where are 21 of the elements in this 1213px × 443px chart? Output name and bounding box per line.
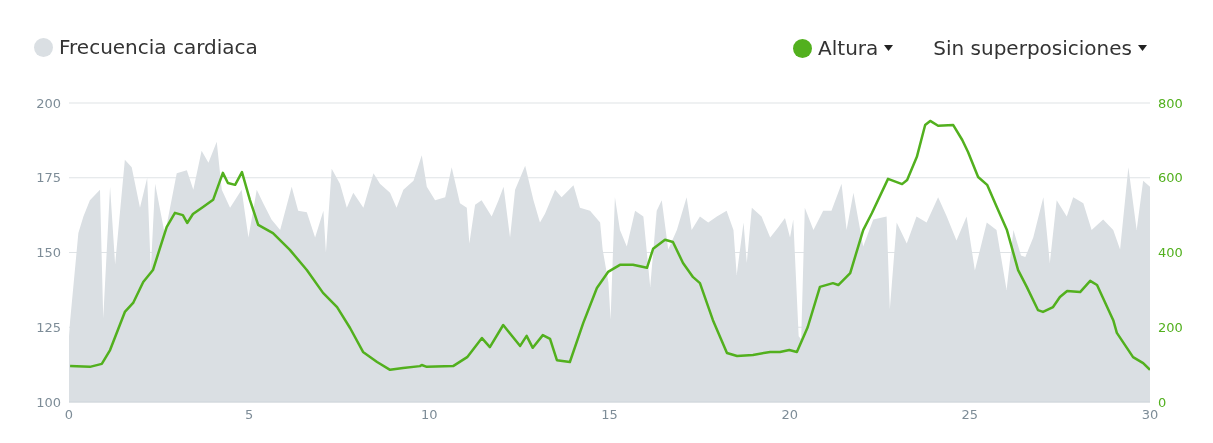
text: Sin superposiciones <box>933 36 1133 60</box>
x-tick-label: 5 <box>245 407 254 423</box>
line-series <box>69 119 1150 372</box>
legend-label: Altura <box>817 36 880 60</box>
y2-tick-label: 400 <box>1158 245 1183 261</box>
y-tick-label: 100 <box>36 394 61 410</box>
y-tick-label: 175 <box>36 170 61 186</box>
x-tick-label: 30 <box>1141 407 1159 423</box>
y2-tick-label: 600 <box>1158 170 1183 186</box>
y2-tick-label: 200 <box>1158 319 1183 335</box>
y2-tick-label: 800 <box>1158 95 1183 111</box>
x-tick-label: 10 <box>421 407 438 423</box>
legend-label: Frecuencia cardiaca <box>58 35 258 60</box>
x-tick-label: 15 <box>601 407 618 423</box>
y-tick-label: 125 <box>36 319 61 335</box>
x-tick-label: 0 <box>64 407 74 423</box>
y-tick-label: 150 <box>36 245 61 261</box>
y-tick-label: 200 <box>36 95 61 111</box>
x-tick-label: 25 <box>961 407 979 423</box>
y2-tick-label: 0 <box>1158 394 1167 410</box>
x-tick-label: 20 <box>781 407 798 423</box>
